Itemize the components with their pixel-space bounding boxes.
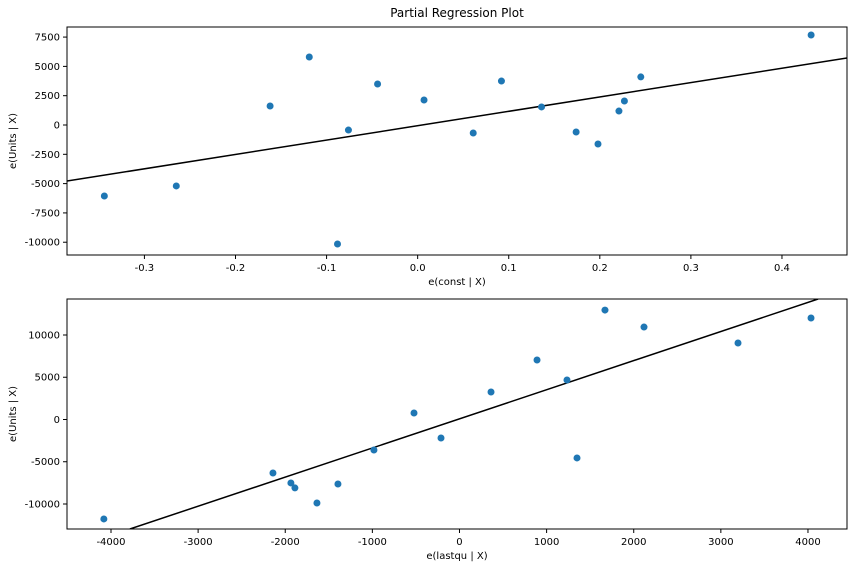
x-tick-label: 4000 (795, 537, 820, 548)
x-tick-label: 0.4 (774, 263, 790, 274)
data-point (497, 77, 505, 85)
data-point (100, 192, 108, 200)
data-point (287, 479, 295, 487)
y-tick-label: 10000 (28, 330, 60, 341)
x-axis-label: e(lastqu | X) (426, 551, 487, 562)
x-tick-label: -3000 (184, 537, 213, 548)
data-point (266, 102, 274, 110)
data-point (572, 128, 580, 136)
y-tick-label: -5000 (31, 179, 60, 190)
axes-frame (66, 26, 848, 256)
y-tick-label: -10000 (25, 499, 60, 510)
y-tick-label: 5000 (35, 373, 60, 384)
data-point (637, 73, 645, 81)
x-tick-label: 0.3 (683, 263, 699, 274)
data-point (374, 80, 382, 88)
plot-area (129, 299, 819, 529)
y-axis-label: e(Units | X) (8, 113, 19, 169)
data-point (469, 129, 477, 137)
x-tick-label: -1000 (358, 537, 387, 548)
data-point (601, 306, 609, 314)
data-point (640, 323, 648, 331)
data-point (594, 140, 602, 148)
chart-title: Partial Regression Plot (390, 6, 524, 20)
data-point (269, 469, 277, 477)
data-point (291, 484, 299, 492)
y-tick-label: 7500 (35, 33, 60, 44)
data-point (344, 126, 352, 134)
y-tick-label: -7500 (31, 208, 60, 219)
x-tick-label: -0.3 (135, 263, 155, 274)
x-tick-label: -0.1 (317, 263, 337, 274)
fit-line (67, 57, 847, 182)
y-tick-label: 2500 (35, 91, 60, 102)
x-tick-label: 1000 (534, 537, 559, 548)
y-tick-label: -5000 (31, 457, 60, 468)
data-point (734, 339, 742, 347)
data-point (615, 107, 623, 115)
data-point (100, 515, 108, 523)
data-point (807, 31, 815, 39)
x-axis-label: e(const | X) (428, 277, 486, 288)
fit-line (129, 299, 819, 529)
x-tick-label: 2000 (621, 537, 646, 548)
x-tick-label: -0.2 (226, 263, 246, 274)
data-point (563, 376, 571, 384)
data-point (807, 314, 815, 322)
x-tick-label: 0.1 (501, 263, 517, 274)
axes-frame (66, 298, 848, 530)
x-tick-label: 0.0 (410, 263, 426, 274)
data-point (437, 434, 445, 442)
data-point (620, 97, 628, 105)
data-point (573, 454, 581, 462)
plot-area (67, 57, 847, 182)
x-tick-label: -2000 (271, 537, 300, 548)
x-tick-label: 3000 (708, 537, 733, 548)
data-point (420, 96, 428, 104)
y-tick-label: -10000 (25, 238, 60, 249)
x-tick-label: 0 (456, 537, 462, 548)
data-point (487, 388, 495, 396)
data-point (172, 182, 180, 190)
y-tick-label: -2500 (31, 150, 60, 161)
data-point (334, 240, 342, 248)
y-tick-label: 0 (54, 120, 60, 131)
data-point (533, 356, 541, 364)
data-point (370, 446, 378, 454)
y-tick-label: 0 (54, 415, 60, 426)
data-point (410, 409, 418, 417)
x-tick-label: -4000 (96, 537, 125, 548)
data-point (313, 499, 321, 507)
data-point (305, 53, 313, 61)
data-point (538, 103, 546, 111)
data-point (334, 480, 342, 488)
x-tick-label: 0.2 (592, 263, 608, 274)
y-tick-label: 5000 (35, 62, 60, 73)
y-axis-label: e(Units | X) (8, 386, 19, 442)
